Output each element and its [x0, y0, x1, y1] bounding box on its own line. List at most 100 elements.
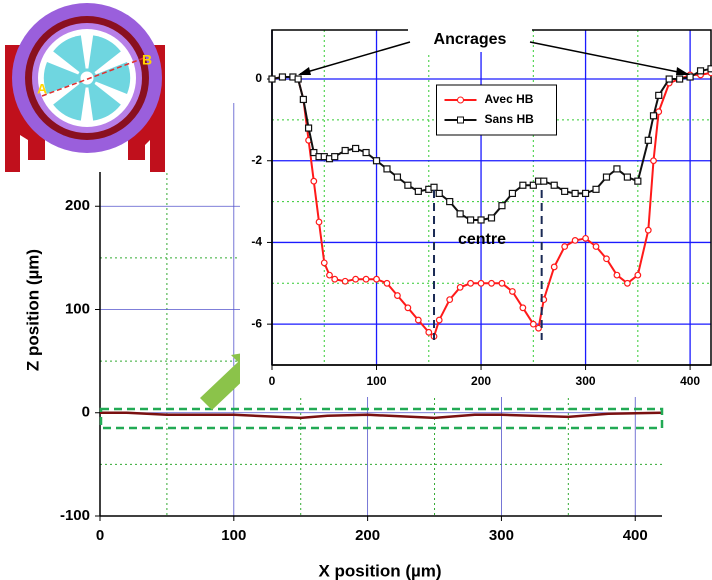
x-tick-label: 0	[96, 527, 104, 544]
y-tick-label: -100	[60, 507, 90, 524]
point	[535, 324, 542, 332]
point	[373, 275, 380, 283]
x-tick-label: 100	[221, 527, 246, 544]
point	[561, 243, 569, 250]
petal	[87, 62, 131, 94]
point	[315, 218, 323, 226]
point	[498, 279, 506, 287]
point	[571, 189, 579, 198]
x-tick-label: 400	[623, 527, 648, 544]
point	[456, 283, 464, 291]
point	[602, 173, 611, 181]
point	[550, 263, 558, 271]
petal	[43, 62, 87, 94]
point	[540, 177, 548, 185]
annotation-arrow	[529, 41, 689, 75]
point	[425, 328, 433, 336]
point	[294, 75, 302, 83]
point	[304, 124, 313, 132]
point	[383, 279, 391, 287]
point	[310, 148, 318, 157]
point	[676, 75, 684, 83]
y-tick-label: -2	[251, 153, 262, 167]
y-tick-label: 100	[65, 300, 90, 317]
petal	[53, 78, 87, 121]
point	[393, 173, 402, 181]
point	[430, 183, 438, 191]
point	[362, 148, 370, 157]
point	[529, 181, 537, 189]
arrow-head	[298, 67, 311, 75]
x-tick-label: 0	[269, 374, 276, 388]
schematic: AB	[0, 0, 168, 172]
point-label: A	[37, 81, 47, 97]
x-tick-label: 300	[489, 527, 514, 544]
point	[435, 189, 443, 198]
y-axis-label: Z position (µm)	[23, 249, 42, 371]
point	[467, 279, 474, 287]
point	[603, 255, 610, 263]
highlight-box	[99, 407, 664, 430]
point	[341, 277, 349, 285]
legend-label: Sans HB	[485, 112, 535, 126]
y-tick-label: -4	[251, 235, 262, 249]
point	[561, 187, 569, 195]
point	[634, 271, 642, 279]
legend-box	[436, 84, 557, 136]
point	[592, 243, 600, 250]
x-tick-label: 100	[367, 374, 387, 388]
legend-label: Avec HB	[485, 92, 534, 106]
point	[414, 187, 422, 195]
point	[529, 320, 537, 328]
point	[634, 177, 642, 185]
point-label: B	[142, 52, 152, 68]
point	[456, 210, 464, 218]
point	[644, 226, 652, 234]
point	[414, 316, 422, 324]
center	[77, 68, 97, 88]
point	[550, 181, 558, 189]
point	[278, 73, 287, 81]
annotation: centre	[458, 231, 506, 248]
point	[320, 259, 328, 267]
point	[644, 136, 652, 144]
point	[623, 173, 631, 181]
point	[435, 316, 443, 324]
point	[613, 165, 621, 173]
point	[592, 185, 600, 193]
point	[686, 73, 694, 81]
annotation-arrow	[299, 41, 411, 75]
annotation: Ancrages	[434, 31, 507, 48]
point	[394, 292, 401, 299]
x-tick-label: 200	[355, 527, 380, 544]
y-tick-label: 0	[255, 71, 262, 85]
point	[352, 144, 360, 153]
y-tick-label: 200	[65, 197, 90, 214]
point	[404, 181, 412, 189]
x-tick-label: 300	[576, 374, 596, 388]
point	[582, 234, 589, 242]
y-tick-label: -6	[251, 316, 262, 330]
point	[466, 216, 475, 224]
point	[623, 279, 631, 287]
point	[477, 279, 485, 287]
point	[446, 296, 454, 304]
point	[341, 146, 349, 155]
legend-marker	[457, 96, 464, 104]
point	[362, 275, 370, 283]
point	[383, 165, 391, 173]
petal	[87, 35, 121, 78]
point	[696, 67, 705, 75]
point	[509, 288, 516, 295]
point	[571, 236, 579, 244]
point	[650, 157, 657, 165]
point	[352, 275, 360, 283]
point	[331, 153, 339, 161]
point	[498, 202, 506, 210]
legend-marker	[457, 116, 464, 124]
inset-background	[240, 27, 712, 397]
point	[581, 189, 590, 198]
point	[331, 275, 339, 283]
